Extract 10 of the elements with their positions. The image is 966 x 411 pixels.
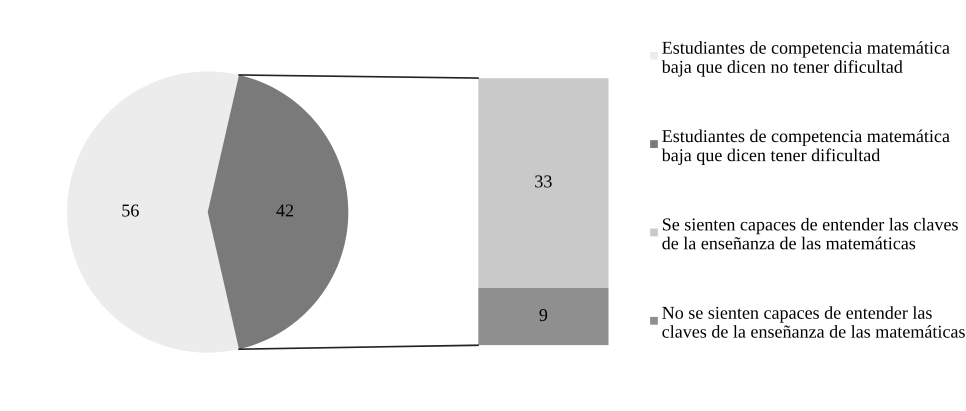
legend-label: No se sienten capaces de entender las claves de la enseñanza de las matemáticas (662, 306, 965, 338)
pie-slice (67, 71, 239, 353)
data-label: 56 (122, 204, 139, 217)
data-label: 42 (276, 204, 294, 216)
legend-label: Estudiantes de competencia matemática baja que dicen tener dificultad (662, 129, 950, 165)
pie-slice (208, 74, 348, 350)
data-label: 9 (539, 309, 548, 322)
data-label: 33 (535, 175, 552, 188)
legend-label: Se sienten capaces de entender las claves de la enseñanza de las matemáticas (662, 218, 958, 250)
legend-label: Estudiantes de competencia matemática baja que dicen no tener dificultad (662, 41, 950, 77)
